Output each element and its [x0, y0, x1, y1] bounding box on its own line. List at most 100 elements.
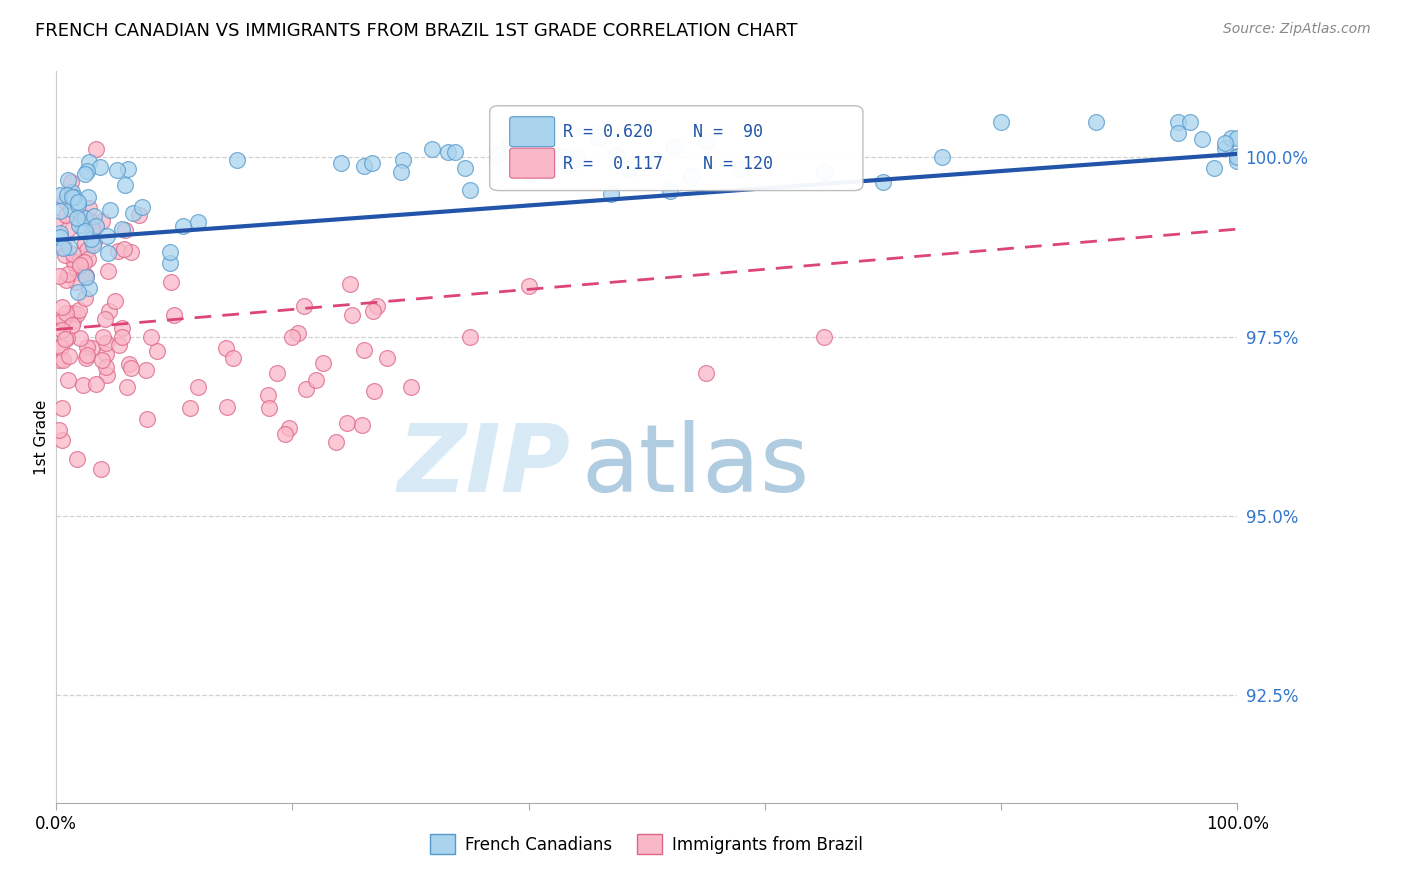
Text: atlas: atlas [582, 420, 810, 512]
Point [91, 214, 114, 228]
Point [62, 314, 84, 328]
Point [931, 150, 953, 164]
Point [187, 215, 209, 229]
Point [485, 148, 508, 162]
Point [399, 380, 422, 394]
Point [107, 244, 129, 258]
Point [82, 237, 104, 252]
Point [565, 153, 588, 167]
Point [136, 412, 159, 426]
Point [1220, 130, 1243, 145]
Point [375, 351, 398, 366]
Point [389, 165, 412, 179]
Point [353, 159, 375, 173]
Point [163, 308, 186, 322]
Point [1215, 141, 1237, 155]
Point [350, 418, 373, 433]
Point [527, 141, 550, 155]
Point [990, 114, 1012, 128]
Point [86, 219, 108, 233]
Point [458, 183, 481, 197]
Point [281, 329, 304, 343]
Point [872, 174, 894, 188]
Point [70, 263, 93, 277]
Point [63, 254, 86, 268]
Point [312, 357, 335, 371]
Point [48, 268, 70, 283]
Point [360, 156, 382, 170]
Point [66, 452, 89, 467]
Point [53, 248, 76, 262]
Point [69, 258, 91, 272]
Point [1178, 114, 1201, 128]
Point [73, 236, 96, 251]
Point [159, 276, 181, 290]
Point [336, 416, 359, 430]
Point [98, 202, 121, 217]
Point [76, 348, 98, 362]
Point [52, 313, 75, 327]
Point [458, 329, 481, 343]
Point [517, 167, 540, 181]
Point [53, 332, 76, 346]
Point [187, 380, 209, 394]
Point [80, 341, 103, 355]
Point [1084, 114, 1107, 128]
Point [73, 255, 96, 269]
Point [48, 423, 70, 437]
Point [257, 401, 280, 416]
Point [76, 340, 98, 354]
Point [77, 154, 100, 169]
Point [540, 157, 562, 171]
Point [65, 275, 87, 289]
Point [122, 205, 145, 219]
Point [128, 208, 150, 222]
Point [339, 277, 361, 291]
Point [77, 201, 100, 215]
Point [56, 331, 79, 345]
Point [146, 343, 169, 358]
Point [295, 382, 318, 396]
Legend: French Canadians, Immigrants from Brazil: French Canadians, Immigrants from Brazil [423, 828, 870, 860]
FancyBboxPatch shape [510, 117, 554, 146]
Point [51, 401, 73, 415]
Point [51, 323, 73, 337]
Point [72, 377, 94, 392]
Point [67, 285, 90, 299]
Point [80, 215, 103, 229]
Point [49, 229, 72, 244]
Point [97, 263, 120, 277]
Point [75, 270, 97, 285]
Point [278, 421, 301, 435]
Point [56, 188, 79, 202]
Point [111, 222, 134, 236]
Point [225, 153, 247, 167]
Point [105, 162, 128, 177]
Point [605, 148, 627, 162]
Point [52, 241, 75, 255]
Point [48, 352, 70, 367]
Point [217, 400, 239, 414]
Point [96, 368, 118, 382]
Point [96, 229, 118, 244]
Point [114, 222, 136, 236]
Point [60, 190, 83, 204]
Point [135, 363, 157, 377]
Point [94, 336, 117, 351]
Point [67, 218, 90, 232]
Point [66, 307, 89, 321]
Point [97, 245, 120, 260]
Point [553, 149, 575, 163]
Point [77, 281, 100, 295]
Point [89, 160, 111, 174]
Point [66, 265, 89, 279]
Point [813, 165, 835, 179]
Point [644, 153, 666, 167]
Point [114, 178, 136, 192]
Point [58, 268, 80, 282]
Point [444, 145, 467, 160]
Point [52, 353, 75, 368]
Point [1191, 132, 1213, 146]
Point [107, 338, 129, 352]
Point [72, 209, 94, 223]
